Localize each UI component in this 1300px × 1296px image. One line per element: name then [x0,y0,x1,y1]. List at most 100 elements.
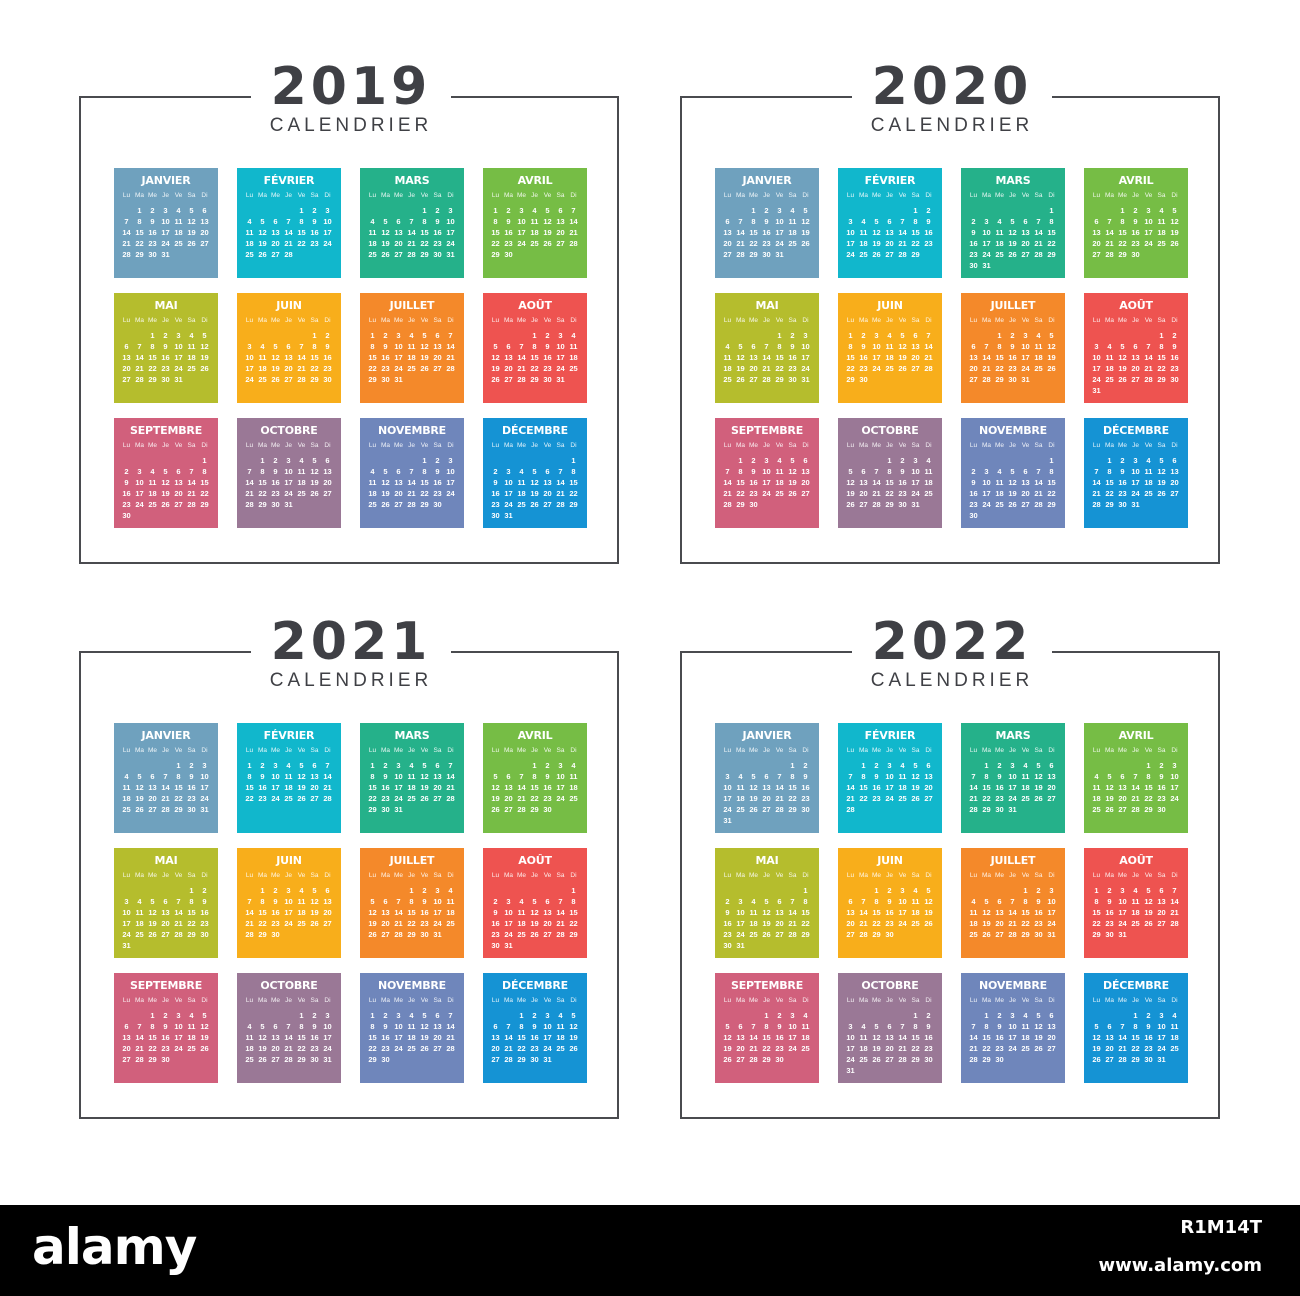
day-cell: 5 [1146,886,1151,895]
day-cell: 2 [861,331,866,340]
day-cell: 27 [148,805,157,814]
day-cell: 27 [174,500,183,509]
day-cell: 2 [926,206,931,215]
month-block: NOVEMBRE Lu Ma Me Je Ve Sa Di 1 2 3 4 5 6 7 8 9 10 11 12 13 1… [961,973,1065,1083]
weekday-label: Lu [491,747,500,754]
day-cell: 13 [1047,772,1056,781]
day-cell: 5 [422,331,427,340]
day-cell: 21 [135,364,144,373]
day-cell: 12 [258,228,267,237]
day-cell: 19 [135,794,144,803]
day-cell: 17 [1170,783,1179,792]
day-cell: 24 [801,364,810,373]
day-cell: 9 [383,772,388,781]
day-cell: 27 [1047,794,1056,803]
day-cell: 13 [885,1033,894,1042]
day-cell: 14 [284,1033,293,1042]
day-blank [734,330,747,341]
month-name: AVRIL [1118,174,1154,187]
day-cell: 19 [723,1044,732,1053]
weekday-label: Ma [380,747,391,754]
day-cell: 10 [801,342,810,351]
weekday-label: Di [1048,192,1055,199]
day-cell: 5 [1107,772,1112,781]
day-cell: 27 [1131,375,1140,384]
day-cell: 2 [506,206,511,215]
day-cell: 18 [284,783,293,792]
day-cell: 5 [1172,206,1177,215]
day-blank [502,760,515,771]
weekday-header: Lu Ma Me Je Ve Sa Di [721,441,819,451]
day-cell: 16 [433,228,442,237]
day-cell: 11 [187,342,196,351]
day-cell: 21 [898,1044,907,1053]
weekday-label: Ve [775,872,784,879]
day-cell: 7 [1094,467,1099,476]
weekday-header: Lu Ma Me Je Ve Sa Di [967,316,1065,326]
day-cell: 19 [1105,794,1114,803]
day-cell: 12 [310,467,319,476]
month-block: JANVIER Lu Ma Me Je Ve Sa Di 1 2 3 4 5 6 7 8 9 10 11 12 13 14… [114,723,218,833]
day-cell: 25 [135,930,144,939]
day-cell: 21 [859,919,868,928]
month-name: SEPTEMBRE [129,424,203,437]
day-cell: 15 [148,353,157,362]
day-cell: 25 [258,375,267,384]
day-cell: 22 [517,1044,526,1053]
weekday-header: Lu Ma Me Je Ve Sa Di [967,746,1065,756]
stock-url: www.alamy.com [1098,1255,1262,1276]
day-blank [405,205,418,216]
weekday-label: Sa [1034,442,1043,449]
day-cell: 25 [122,805,131,814]
day-cell: 16 [1157,783,1166,792]
day-cell: 23 [762,239,771,248]
calendar-collection: 2019 CALENDRIER JANVIER Lu Ma Me Je Ve Sa Di 1 2 3 4 5… [79,60,1220,1119]
weekday-label: Je [285,997,292,1004]
weekday-label: Je [1132,747,1139,754]
day-cell: 13 [556,217,565,226]
day-cell: 26 [1170,239,1179,248]
weekday-label: Me [516,747,527,754]
weekday-label: Je [162,442,169,449]
day-blank [515,760,528,771]
day-cell: 11 [775,467,784,476]
day-cell: 10 [504,478,513,487]
day-cell: 25 [569,364,578,373]
weekday-label: Di [447,317,454,324]
day-cell: 11 [911,897,920,906]
day-cell: 24 [846,250,855,259]
day-cell: 28 [135,1055,144,1064]
day-grid: 1 2 3 4 5 6 7 8 9 10 11 12 13 14 15 16 17 18 19 20 21 22 23 24 2… [967,885,1065,940]
weekday-header: Lu Ma Me Je Ve Sa Di [721,316,819,326]
weekday-label: Me [994,997,1005,1004]
weekday-label: Di [925,442,932,449]
day-cell: 1 [1120,206,1125,215]
day-cell: 22 [982,1044,991,1053]
weekday-header: Lu Ma Me Je Ve Sa Di [120,441,218,451]
weekday-label: Me [994,747,1005,754]
day-cell: 22 [1157,364,1166,373]
day-cell: 12 [788,467,797,476]
month-block: JANVIER Lu Ma Me Je Ve Sa Di 1 2 3 4 5 6 7 8 9 10 11 12 13 14… [715,723,819,833]
weekday-label: Ma [981,997,992,1004]
weekday-header: Lu Ma Me Je Ve Sa Di [1090,871,1188,881]
weekday-header: Lu Ma Me Je Ve Sa Di [844,441,942,451]
day-cell: 18 [1157,228,1166,237]
day-cell: 1 [532,761,537,770]
day-blank [870,455,883,466]
weekday-label: Lu [491,192,500,199]
day-cell: 19 [530,919,539,928]
day-cell: 23 [872,794,881,803]
day-grid: 1 2 3 4 5 6 7 8 9 10 11 12 13 14 15 16 17 18 19 20 21 22 23 24 2… [721,330,819,385]
day-cell: 17 [1118,908,1127,917]
day-blank [489,885,502,896]
day-cell: 2 [312,1011,317,1020]
day-blank [256,1010,269,1021]
day-blank [295,330,308,341]
day-cell: 29 [310,375,319,384]
day-cell: 8 [409,897,414,906]
day-cell: 8 [202,467,207,476]
day-cell: 8 [913,1022,918,1031]
weekday-label: Lu [969,192,978,199]
day-cell: 5 [370,897,375,906]
